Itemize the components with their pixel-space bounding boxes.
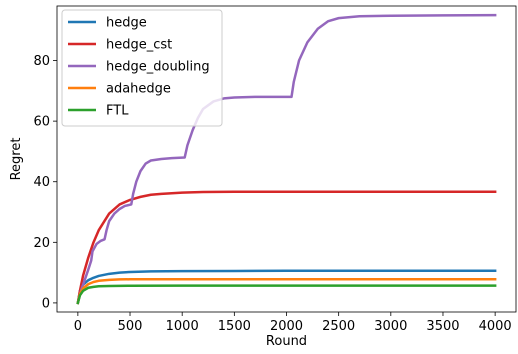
x-axis-label: Round: [266, 334, 307, 349]
y-axis-label: Regret: [9, 138, 24, 181]
y-tick-label: 80: [33, 54, 50, 69]
series-line-hedge-cst: [76, 190, 497, 305]
series-line-adahedge: [76, 278, 497, 305]
x-tick-label: 3000: [374, 319, 407, 334]
y-axis: 0 20 40 60 80: [33, 54, 57, 311]
legend: hedge hedge_cst hedge_doubling adahedge FTL: [61, 9, 223, 127]
y-tick-label: 40: [33, 175, 50, 190]
x-tick-label: 1500: [218, 319, 251, 334]
legend-box: [61, 9, 223, 127]
legend-label-hedge-cst: hedge_cst: [106, 38, 172, 53]
y-tick-label: 20: [33, 236, 50, 251]
x-tick-label: 4000: [479, 319, 512, 334]
x-axis: 0 500 1000 1500 2000 2500 3000 3500 4000: [74, 312, 512, 334]
series-line-ftl: [76, 284, 497, 305]
x-tick-label: 2500: [322, 319, 355, 334]
legend-label-adahedge: adahedge: [106, 82, 171, 97]
y-tick-label: 0: [42, 296, 50, 311]
legend-label-hedge: hedge: [106, 16, 147, 31]
legend-label-hedge-doubling: hedge_doubling: [106, 60, 210, 75]
x-tick-label: 2000: [270, 319, 303, 334]
x-tick-label: 1000: [166, 319, 199, 334]
legend-label-ftl: FTL: [106, 104, 129, 119]
x-tick-label: 500: [118, 319, 143, 334]
series-layer: [76, 13, 497, 305]
x-tick-label: 0: [74, 319, 82, 334]
x-tick-label: 3500: [426, 319, 459, 334]
series-line-hedge-doubling: [76, 13, 497, 305]
y-tick-label: 60: [33, 115, 50, 130]
